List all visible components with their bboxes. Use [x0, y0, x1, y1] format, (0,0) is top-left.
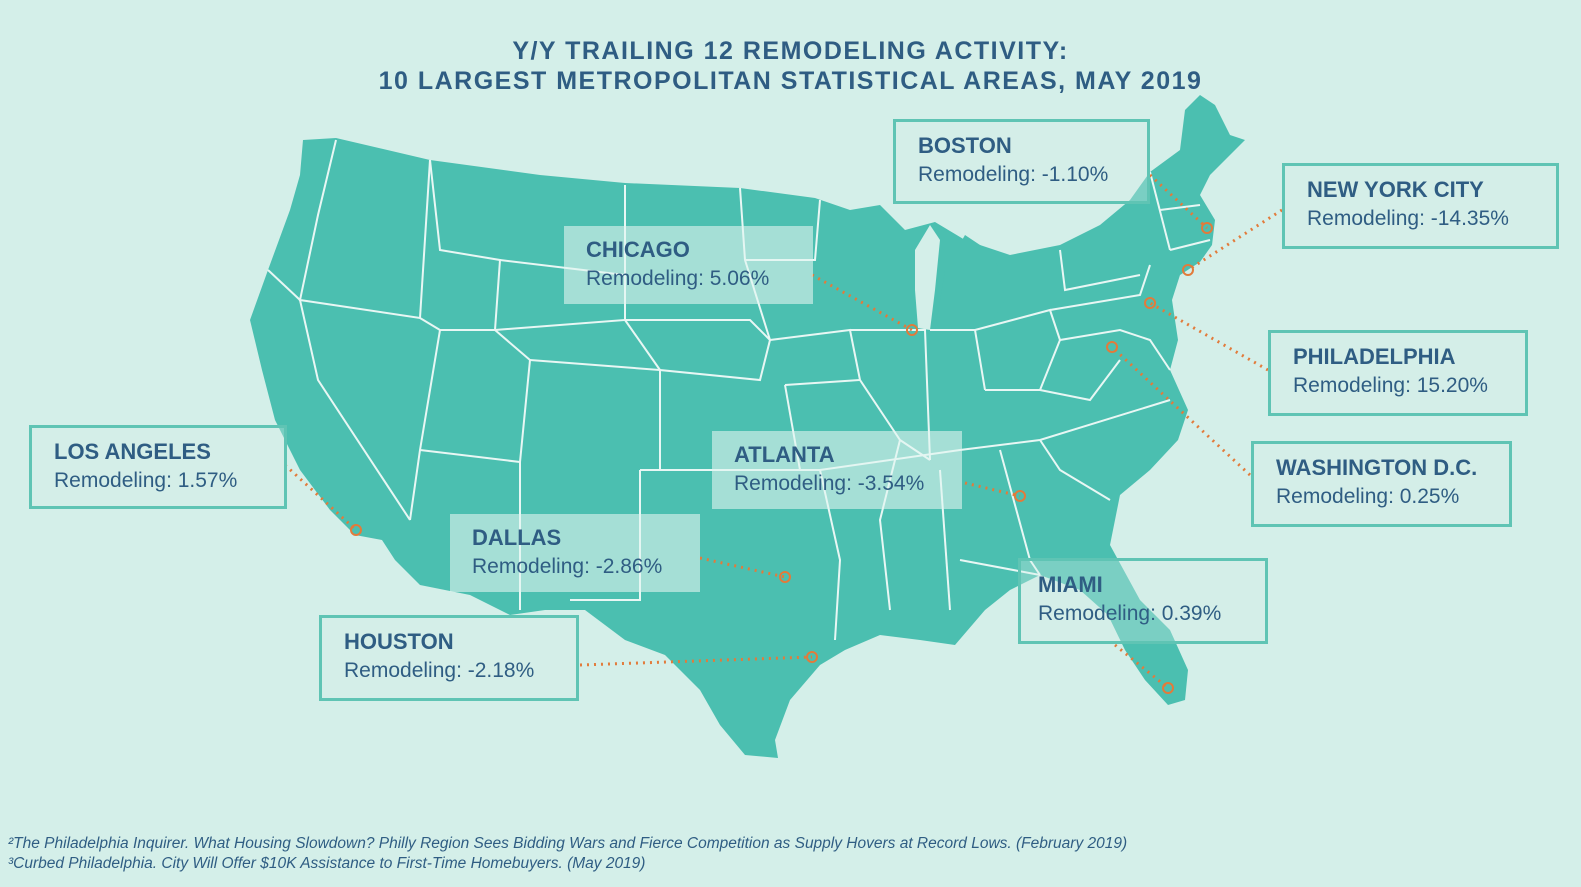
marker-philadelphia: [1144, 297, 1156, 309]
marker-los-angeles: [350, 524, 362, 536]
remodeling-value: Remodeling: -2.18%: [344, 659, 535, 682]
city-name: ATLANTA: [734, 442, 835, 467]
marker-houston: [806, 651, 818, 663]
city-name: DALLAS: [472, 525, 562, 550]
callout-dallas: DALLAS Remodeling: -2.86%: [450, 514, 700, 592]
footnote-3: ³Curbed Philadelphia. City Will Offer $1…: [8, 855, 646, 872]
metro-markers: [350, 222, 1213, 694]
callout-atlanta: ATLANTA Remodeling: -3.54%: [712, 431, 962, 509]
remodeling-value: Remodeling: 5.06%: [586, 267, 770, 290]
city-name: MIAMI: [1038, 572, 1103, 597]
callout-washington-dc: WASHINGTON D.C. Remodeling: 0.25%: [1251, 441, 1512, 527]
leader-new-york-city: [1187, 208, 1283, 272]
city-name: PHILADELPHIA: [1293, 344, 1456, 369]
remodeling-value: Remodeling: -1.10%: [918, 163, 1109, 186]
remodeling-value: Remodeling: -2.86%: [472, 555, 663, 578]
leader-miami: [1114, 643, 1169, 690]
city-name: NEW YORK CITY: [1307, 177, 1484, 202]
callout-new-york-city: NEW YORK CITY Remodeling: -14.35%: [1282, 163, 1559, 249]
lake-michigan: [915, 225, 940, 330]
marker-dallas: [779, 571, 791, 583]
marker-boston: [1201, 222, 1213, 234]
marker-chicago: [906, 324, 918, 336]
remodeling-value: Remodeling: 15.20%: [1293, 374, 1488, 397]
marker-new-york-city: [1182, 264, 1194, 276]
remodeling-value: Remodeling: 0.25%: [1276, 485, 1460, 508]
leader-lines: [283, 173, 1283, 690]
city-name: WASHINGTON D.C.: [1276, 455, 1478, 480]
leader-boston: [1148, 173, 1209, 230]
callout-chicago: CHICAGO Remodeling: 5.06%: [564, 226, 813, 304]
callout-philadelphia: PHILADELPHIA Remodeling: 15.20%: [1268, 330, 1528, 416]
remodeling-value: Remodeling: 0.39%: [1038, 602, 1222, 625]
remodeling-value: Remodeling: 1.57%: [54, 469, 238, 492]
michigan-peninsula: [935, 235, 1005, 330]
remodeling-value: Remodeling: -14.35%: [1307, 207, 1509, 230]
leader-atlanta: [964, 481, 1021, 498]
marker-washington-dc: [1106, 341, 1118, 353]
city-name: HOUSTON: [344, 629, 454, 654]
chart-title-line-1: Y/Y TRAILING 12 REMODELING ACTIVITY:: [512, 37, 1069, 65]
callout-los-angeles: LOS ANGELES Remodeling: 1.57%: [29, 425, 287, 509]
callout-boston: BOSTON Remodeling: -1.10%: [893, 119, 1150, 204]
marker-atlanta: [1014, 490, 1026, 502]
city-name: BOSTON: [918, 133, 1012, 158]
chart-title-line-2: 10 LARGEST METROPOLITAN STATISTICAL AREA…: [378, 67, 1203, 95]
callout-miami: MIAMI Remodeling: 0.39%: [1018, 558, 1268, 644]
city-name: LOS ANGELES: [54, 439, 211, 464]
leader-chicago: [811, 273, 913, 332]
leader-philadelphia: [1149, 301, 1269, 372]
marker-miami: [1162, 682, 1174, 694]
footnote-2: ²The Philadelphia Inquirer. What Housing…: [8, 835, 1128, 852]
leader-dallas: [699, 556, 786, 579]
city-name: CHICAGO: [586, 237, 690, 262]
callout-houston: HOUSTON Remodeling: -2.18%: [319, 615, 579, 701]
remodeling-value: Remodeling: -3.54%: [734, 472, 925, 495]
